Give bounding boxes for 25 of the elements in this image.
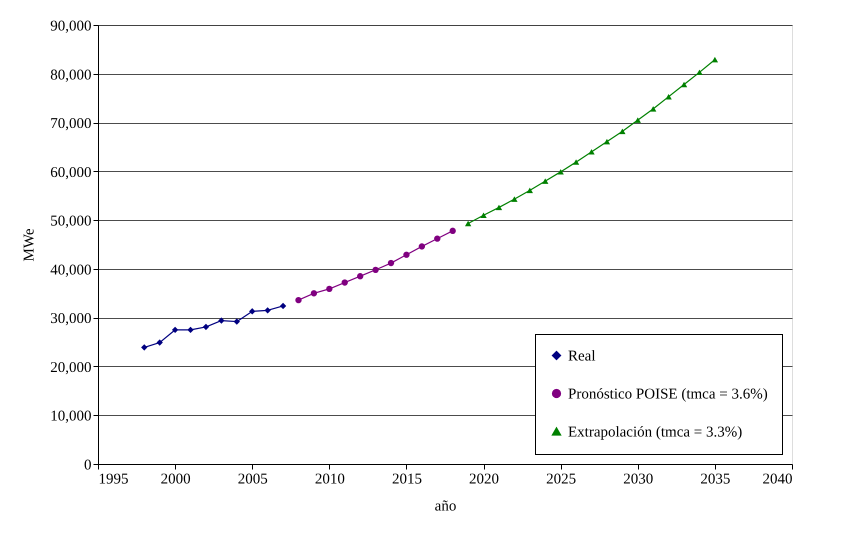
y-tick-label: 20,000 [50,360,92,376]
y-tick-label: 50,000 [50,214,92,230]
y-axis-title: MWe [21,228,38,262]
x-tick-label: 2010 [314,472,345,488]
x-tick-label: 2005 [238,472,268,488]
x-tick-label: 2035 [700,472,730,488]
legend-label: Real [568,348,596,364]
y-tick-label: 30,000 [50,311,92,328]
y-tick-label: 60,000 [50,164,92,181]
legend-label: Extrapolación (tmca = 3.3%) [568,424,742,440]
y-tick-label: 40,000 [50,262,92,278]
y-tick-label: 90,000 [50,18,92,34]
x-tick-label: 1995 [98,472,128,488]
x-tick-label: 2025 [546,472,576,488]
y-tick-label: 0 [84,458,92,474]
x-tick-label: 2000 [160,472,191,488]
x-tick-label: 2030 [623,472,654,488]
x-tick-label: 2020 [469,472,500,488]
x-axis-title: año [434,498,456,514]
y-tick-label: 10,000 [50,408,92,425]
x-tick-label: 2040 [762,472,792,488]
legend-label: Pronóstico POISE (tmca = 3.6%) [568,386,768,402]
y-tick-label: 70,000 [50,116,92,132]
x-tick-label: 2015 [392,472,422,488]
y-tick-label: 80,000 [50,67,92,84]
